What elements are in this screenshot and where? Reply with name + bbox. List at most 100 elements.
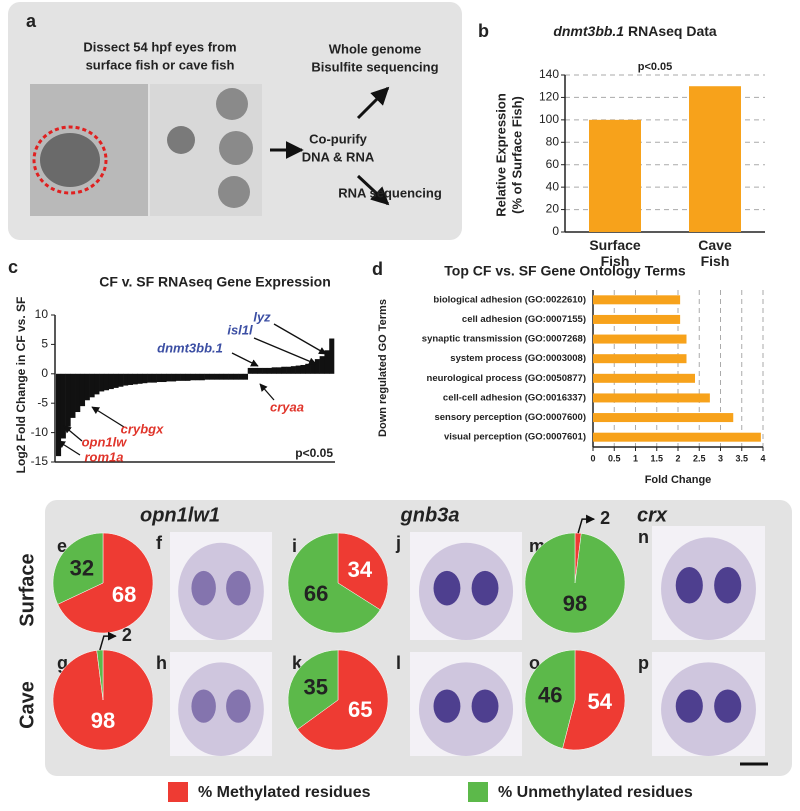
chart-title: dnmt3bb.1 RNAseq Data	[553, 23, 717, 39]
y-tick-label: 40	[546, 179, 560, 193]
bar	[70, 373, 76, 418]
bar	[223, 373, 229, 380]
panel-label: o	[529, 653, 540, 673]
x-tick-label: 3	[718, 453, 723, 463]
annotation-arrow	[273, 323, 327, 355]
panel-label: e	[57, 536, 67, 556]
text-part: Fish	[601, 253, 630, 269]
leader	[99, 631, 117, 651]
slice-label: 98	[563, 591, 587, 616]
bar	[75, 373, 81, 413]
text-part: RNAseq Data	[628, 23, 717, 39]
annotation-arrow	[231, 352, 259, 367]
eye	[216, 88, 248, 120]
pie-slice	[287, 532, 381, 634]
bar	[190, 373, 196, 381]
bar	[108, 373, 114, 390]
slice-label: 2	[600, 508, 610, 528]
embryo-eye	[433, 689, 461, 723]
embryo-eye	[191, 570, 216, 606]
step-text: DNA & RNA	[302, 149, 375, 164]
bar	[593, 295, 681, 305]
bar	[593, 334, 687, 344]
bar	[257, 367, 263, 374]
leader	[577, 514, 596, 534]
bar	[271, 367, 277, 374]
bar	[142, 373, 148, 384]
slice-label: 2	[122, 625, 132, 645]
panel-label: l	[396, 653, 401, 673]
bar	[185, 373, 191, 381]
bar	[180, 373, 186, 381]
slice-label: 35	[303, 674, 327, 699]
output-text: Bisulfite sequencing	[311, 59, 438, 74]
chart-title: CF v. SF RNAseq Gene Expression	[99, 274, 331, 290]
step-text: Dissect 54 hpf eyes from	[83, 39, 236, 54]
eye	[218, 176, 250, 208]
bar	[113, 373, 119, 388]
gene-label: dnmt3bb.1	[157, 340, 223, 355]
annotation-arrow	[91, 406, 125, 428]
bar	[247, 367, 253, 374]
x-axis-label: Fold Change	[645, 474, 712, 486]
bar	[319, 356, 325, 374]
pie-slice	[337, 532, 389, 611]
embryo-eye	[433, 570, 461, 606]
y-tick-label: neurological process (GO:0050877)	[427, 373, 586, 384]
panel-label: k	[292, 653, 303, 673]
x-tick-label: Surface Fish	[589, 237, 641, 269]
legend-label: % Methylated residues	[198, 784, 371, 801]
y-tick-label: 5	[41, 337, 48, 351]
embryo-eye	[675, 689, 703, 723]
slice-label: 34	[348, 557, 373, 582]
embryo-eye	[675, 567, 703, 604]
x-tick-label: 2.5	[693, 453, 706, 463]
x-tick-label: 0	[590, 453, 595, 463]
pie-slice	[57, 532, 154, 634]
y-axis-label: Relative Expression	[493, 93, 508, 217]
text-part: Surface	[589, 237, 641, 253]
panel-label: d	[372, 259, 383, 279]
bar	[132, 373, 138, 385]
bar	[329, 338, 335, 374]
slice-label: 46	[538, 683, 562, 708]
bar	[242, 373, 249, 380]
pie-slice	[524, 649, 576, 749]
embryo-eye	[226, 570, 251, 606]
bar	[214, 373, 220, 380]
annotation-arrow	[259, 383, 275, 401]
bar	[84, 373, 90, 401]
eye	[219, 131, 253, 165]
bar	[295, 365, 301, 374]
bar	[310, 362, 316, 374]
bar	[103, 373, 110, 391]
legend-swatch	[468, 782, 488, 802]
bar	[161, 373, 167, 383]
bar	[79, 373, 86, 407]
embryo-eye	[714, 689, 742, 723]
step-text: surface fish or cave fish	[86, 57, 235, 72]
y-tick-label: 0	[41, 366, 48, 380]
pie-slice	[524, 532, 626, 634]
embryo-eye	[471, 689, 499, 723]
bar	[94, 373, 100, 395]
y-tick-label: cell adhesion (GO:0007155)	[462, 314, 586, 325]
bar	[156, 373, 162, 383]
annotation: p<0.05	[638, 61, 673, 73]
bar	[276, 367, 282, 374]
y-tick-label: visual perception (GO:0007601)	[444, 432, 586, 443]
x-tick-label: 2	[675, 453, 680, 463]
y-tick-label: 120	[539, 90, 559, 104]
embryo-head	[178, 542, 264, 641]
bar	[60, 373, 66, 439]
y-tick-label: 80	[546, 134, 560, 148]
bar	[262, 367, 268, 374]
embryo-eye	[226, 689, 251, 723]
bar	[593, 373, 695, 383]
panel-label: i	[292, 536, 297, 556]
panel-label: p	[638, 653, 649, 673]
panel-label: c	[8, 257, 18, 277]
embryo-head	[661, 662, 756, 756]
panel-label: n	[638, 527, 649, 547]
text-part: Cave	[698, 237, 732, 253]
